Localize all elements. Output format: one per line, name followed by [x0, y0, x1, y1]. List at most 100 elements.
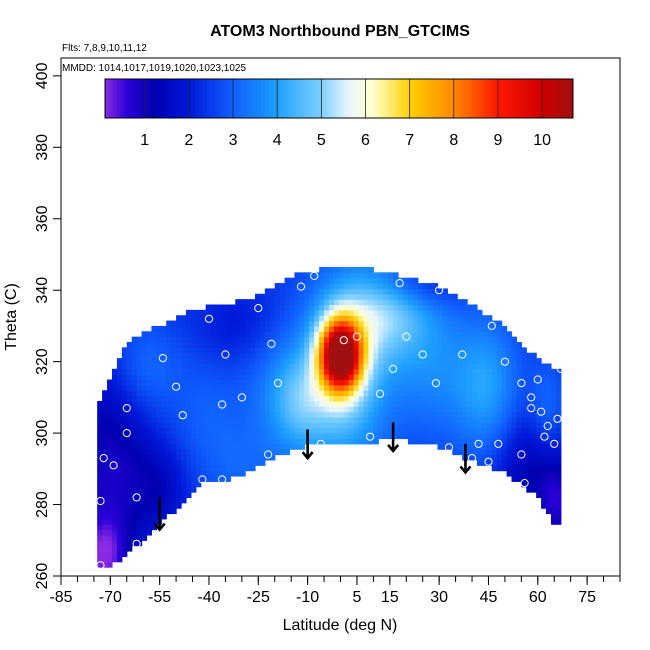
- heatmap-cell: [255, 443, 261, 450]
- heatmap-cell: [314, 379, 320, 386]
- heatmap-cell: [358, 368, 365, 375]
- heatmap-cell: [319, 395, 325, 402]
- heatmap-cell: [333, 304, 340, 311]
- heatmap-cell: [506, 336, 513, 343]
- heatmap-cell: [462, 368, 468, 375]
- heatmap-cell: [279, 293, 286, 300]
- heatmap-cell: [398, 427, 404, 434]
- heatmap-cell: [136, 390, 143, 397]
- heatmap-cell: [412, 379, 419, 386]
- heatmap-cell: [225, 438, 231, 445]
- heatmap-cell: [185, 358, 192, 365]
- heatmap-cell: [511, 352, 518, 359]
- heatmap-cell: [171, 390, 177, 397]
- heatmap-cell: [314, 293, 320, 300]
- heatmap-cell: [541, 459, 547, 466]
- heatmap-cell: [245, 433, 251, 440]
- heatmap-cell: [284, 379, 291, 386]
- heatmap-cell: [102, 508, 108, 515]
- heatmap-cell: [447, 358, 453, 365]
- heatmap-cell: [427, 283, 434, 290]
- heatmap-cell: [176, 352, 182, 359]
- heatmap-cell: [324, 299, 330, 306]
- heatmap-cell: [388, 304, 394, 311]
- colorbar-swatch: [198, 79, 203, 118]
- heatmap-cell: [442, 293, 448, 300]
- heatmap-cell: [373, 277, 379, 284]
- heatmap-cell: [427, 374, 434, 381]
- heatmap-cell: [550, 433, 557, 440]
- heatmap-cell: [259, 368, 266, 375]
- heatmap-cell: [442, 438, 448, 445]
- heatmap-cell: [319, 352, 325, 359]
- heatmap-cell: [279, 449, 286, 456]
- heatmap-cell: [245, 438, 251, 445]
- heatmap-cell: [250, 459, 256, 466]
- heatmap-cell: [412, 384, 419, 391]
- heatmap-cell: [511, 395, 518, 402]
- heatmap-cell: [378, 304, 384, 311]
- heatmap-cell: [185, 406, 192, 413]
- heatmap-cell: [432, 422, 439, 429]
- heatmap-cell: [314, 390, 320, 397]
- heatmap-cell: [245, 309, 251, 316]
- heatmap-cell: [432, 363, 439, 370]
- heatmap-cell: [185, 417, 192, 423]
- heatmap-cell: [442, 427, 448, 434]
- heatmap-cell: [348, 368, 355, 375]
- heatmap-cell: [195, 390, 202, 397]
- heatmap-cell: [407, 390, 414, 397]
- heatmap-cell: [368, 438, 374, 445]
- heatmap-cell: [264, 406, 271, 413]
- heatmap-cell: [427, 379, 434, 386]
- heatmap-cell: [442, 358, 448, 365]
- heatmap-cell: [289, 283, 296, 290]
- heatmap-cell: [447, 336, 453, 343]
- heatmap-cell: [491, 331, 498, 338]
- heatmap-cell: [516, 379, 522, 386]
- heatmap-cell: [536, 406, 542, 413]
- heatmap-cell: [151, 400, 157, 407]
- heatmap-cell: [289, 433, 296, 440]
- heatmap-cell: [447, 309, 453, 316]
- heatmap-cell: [363, 390, 370, 397]
- obs-point: [96, 496, 105, 506]
- obs-point: [484, 457, 493, 466]
- heatmap-cell: [407, 342, 414, 348]
- heatmap-cell: [348, 422, 355, 429]
- heatmap-cell: [146, 422, 153, 429]
- colorbar-swatch: [530, 79, 535, 118]
- heatmap-cell: [472, 342, 478, 348]
- heatmap-cell: [541, 475, 547, 482]
- heatmap-cell: [447, 411, 453, 418]
- heatmap-cell: [181, 325, 187, 332]
- heatmap-cell: [472, 347, 478, 354]
- heatmap-cell: [102, 486, 108, 493]
- heatmap-cell: [358, 336, 365, 343]
- heatmap-cell: [521, 470, 527, 477]
- heatmap-cell: [200, 433, 207, 440]
- heatmap-cell: [328, 293, 335, 300]
- heatmap-cell: [97, 449, 103, 456]
- heatmap-cell: [526, 374, 532, 381]
- heatmap-cell: [121, 540, 128, 547]
- heatmap-cell: [235, 422, 241, 429]
- heatmap-cell: [422, 325, 429, 332]
- heatmap-cell: [156, 406, 162, 413]
- heatmap-cell: [136, 427, 143, 434]
- heatmap-cell: [521, 390, 527, 397]
- heatmap-cell: [259, 331, 266, 338]
- heatmap-cell: [121, 411, 128, 418]
- heatmap-cell: [289, 299, 296, 306]
- heatmap-cell: [121, 481, 128, 488]
- heatmap-cell: [319, 406, 325, 413]
- heatmap-cell: [264, 400, 271, 407]
- heatmap-cell: [195, 309, 202, 316]
- heatmap-cell: [116, 374, 123, 381]
- heatmap-cell: [279, 347, 286, 354]
- heatmap-cell: [501, 417, 508, 423]
- colorbar-swatch: [272, 79, 278, 118]
- heatmap-cell: [417, 336, 424, 343]
- heatmap-cell: [353, 379, 360, 386]
- heatmap-cell: [116, 513, 123, 520]
